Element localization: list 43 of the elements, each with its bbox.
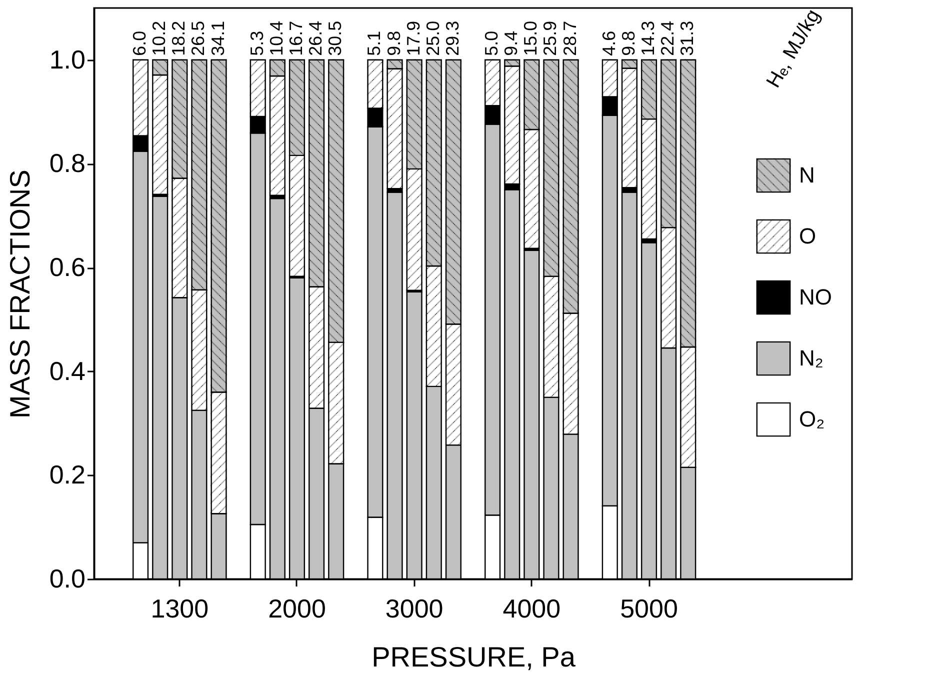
annotation: 9.4	[501, 30, 522, 56]
annotation: 9.8	[384, 30, 404, 56]
annotation: 25.0	[422, 20, 443, 56]
annotation: 4.6	[598, 30, 619, 56]
x-tick-label: 3000	[385, 594, 444, 624]
annotation: 22.4	[658, 20, 678, 56]
annotation: 14.3	[638, 20, 658, 56]
x-axis-title: PRESSURE, Pa	[372, 642, 576, 672]
annotation: 6.0	[130, 30, 150, 56]
y-tick-label: 0.2	[49, 460, 86, 490]
annotation: 5.3	[246, 30, 267, 56]
legend-label: NO	[799, 284, 832, 310]
x-tick-label: 5000	[620, 594, 678, 624]
annotation: 10.4	[266, 20, 286, 56]
annotation: 5.1	[364, 30, 384, 56]
legend-label: N	[799, 162, 815, 188]
annotation: 16.7	[286, 20, 306, 56]
annotation: 31.3	[677, 20, 698, 56]
legend-label: N₂	[799, 346, 824, 370]
x-tick-label: 4000	[502, 594, 561, 624]
annotation: 30.5	[325, 20, 346, 56]
annotation: 15.0	[520, 20, 541, 56]
legend-label: O	[799, 224, 816, 248]
x-tick-label: 2000	[268, 594, 326, 624]
annotation: 17.9	[403, 20, 424, 56]
annotation: 34.1	[208, 20, 228, 56]
x-tick-label: 1300	[150, 594, 209, 624]
y-tick-label: 0.6	[49, 252, 86, 282]
y-tick-label: 0.0	[49, 564, 86, 594]
annotation: 28.7	[560, 20, 580, 56]
annotation: 9.8	[618, 30, 638, 56]
annotation: 26.5	[188, 20, 208, 56]
annotation: 26.4	[306, 20, 326, 56]
y-tick-label: 0.8	[49, 148, 86, 178]
annotation: 25.9	[540, 20, 560, 56]
annotation: 18.2	[168, 20, 189, 56]
y-tick-label: 1.0	[49, 44, 86, 74]
annotation: 29.3	[442, 20, 462, 56]
annotation: 5.0	[482, 30, 502, 56]
legend-label: O₂	[799, 406, 825, 432]
annotation: 10.2	[149, 20, 170, 56]
y-tick-label: 0.4	[49, 356, 86, 386]
y-axis-title: MASS FRACTIONS	[4, 170, 36, 418]
